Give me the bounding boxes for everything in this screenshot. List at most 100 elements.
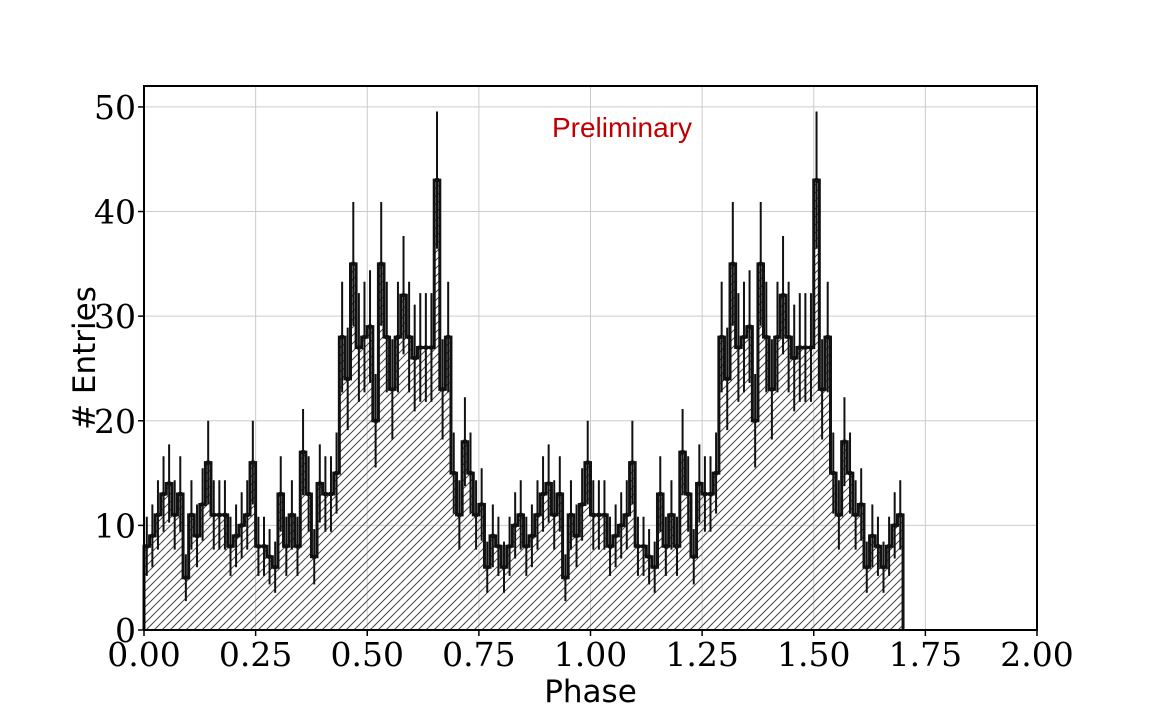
histogram-bar	[607, 546, 613, 630]
data-point	[189, 512, 194, 517]
histogram-bar	[685, 494, 691, 630]
data-point	[462, 439, 467, 444]
histogram-fill	[144, 180, 904, 630]
histogram-bar	[657, 494, 664, 630]
y-tick-label: 50	[94, 88, 136, 127]
histogram-bar	[467, 473, 474, 630]
data-point	[635, 544, 640, 549]
histogram-bar	[886, 546, 892, 630]
data-point	[178, 492, 183, 496]
histogram-bar	[618, 525, 624, 630]
histogram-bar	[300, 452, 306, 630]
y-tick-label: 10	[94, 506, 136, 545]
data-point	[312, 554, 317, 559]
histogram-bar	[596, 514, 602, 630]
histogram-bar	[557, 494, 563, 630]
histogram-bar	[356, 347, 362, 630]
data-point	[267, 554, 272, 559]
x-tick-label: 1.75	[889, 635, 962, 674]
data-point	[273, 565, 278, 570]
data-point	[518, 512, 523, 517]
histogram-bar	[389, 389, 396, 630]
data-point	[435, 178, 440, 183]
data-point	[245, 512, 250, 517]
histogram-bar	[149, 535, 156, 630]
histogram-bar	[294, 546, 301, 630]
data-point	[574, 533, 579, 538]
data-point	[764, 335, 769, 340]
data-point	[407, 335, 412, 340]
histogram-bar	[205, 462, 211, 630]
y-axis-title: # Entries	[67, 286, 103, 430]
data-point	[881, 565, 886, 570]
histogram-bar	[651, 567, 658, 630]
data-point	[368, 324, 373, 329]
data-point	[256, 544, 261, 549]
histogram-bar	[289, 514, 295, 630]
histogram-bar	[568, 514, 574, 630]
histogram-bar	[847, 473, 853, 630]
histogram-bar	[255, 546, 262, 630]
data-point	[775, 335, 780, 340]
histogram-bar	[590, 514, 597, 630]
histogram-bar	[875, 546, 881, 630]
data-point	[195, 533, 200, 538]
data-point	[741, 335, 746, 340]
histogram-bar	[741, 337, 747, 630]
histogram-bar	[456, 514, 463, 630]
preliminary-annotation: Preliminary	[552, 112, 692, 143]
data-point	[513, 523, 518, 528]
data-point	[825, 335, 830, 340]
histogram-bar	[283, 546, 290, 630]
data-point	[652, 565, 657, 570]
data-point	[423, 345, 428, 350]
data-point	[351, 261, 356, 266]
data-point	[144, 544, 149, 549]
histogram-bar	[573, 535, 580, 630]
histogram-bar	[696, 483, 703, 630]
histogram-bar	[702, 494, 708, 630]
data-point	[535, 512, 540, 517]
histogram-bar	[718, 337, 725, 630]
histogram-bar	[802, 347, 809, 630]
data-point	[602, 512, 607, 517]
histogram-bar	[266, 556, 273, 630]
x-axis-title: Phase	[544, 674, 637, 710]
histogram-bar	[501, 567, 507, 630]
data-point	[725, 376, 730, 381]
data-point	[831, 471, 836, 476]
histogram-bar	[869, 535, 876, 630]
data-point	[803, 345, 808, 350]
x-tick-label: 1.00	[554, 635, 627, 674]
data-point	[563, 575, 568, 580]
data-point	[552, 512, 557, 517]
histogram-bar	[713, 473, 719, 630]
histogram-bar	[512, 525, 518, 630]
histogram-bar	[395, 337, 401, 630]
data-point	[875, 544, 880, 549]
y-tick-label: 40	[94, 193, 136, 232]
data-point	[334, 471, 339, 476]
histogram-bar	[746, 326, 753, 630]
histogram-bar	[216, 514, 223, 630]
data-point	[613, 533, 618, 538]
histogram-bar	[473, 514, 479, 630]
histogram-bar	[160, 494, 167, 630]
histogram-bar	[350, 263, 357, 630]
data-point	[680, 450, 685, 455]
histogram-bar	[484, 567, 491, 630]
x-tick-label: 0.25	[219, 635, 292, 674]
data-point	[808, 345, 813, 350]
histogram-bar	[183, 577, 189, 630]
data-point	[211, 512, 216, 517]
data-point	[446, 335, 451, 340]
histogram-bar	[529, 535, 535, 630]
x-axis-ticks: 0.00 0.25 0.50 0.75 1.00 1.25 1.50 1.75 2.00	[107, 630, 1074, 674]
data-point	[429, 345, 434, 350]
x-tick-label: 2.00	[1000, 635, 1073, 674]
data-point	[758, 261, 763, 266]
histogram-bar	[171, 514, 178, 630]
data-point	[619, 523, 624, 528]
data-point	[546, 481, 551, 486]
histogram-bar	[428, 347, 435, 630]
